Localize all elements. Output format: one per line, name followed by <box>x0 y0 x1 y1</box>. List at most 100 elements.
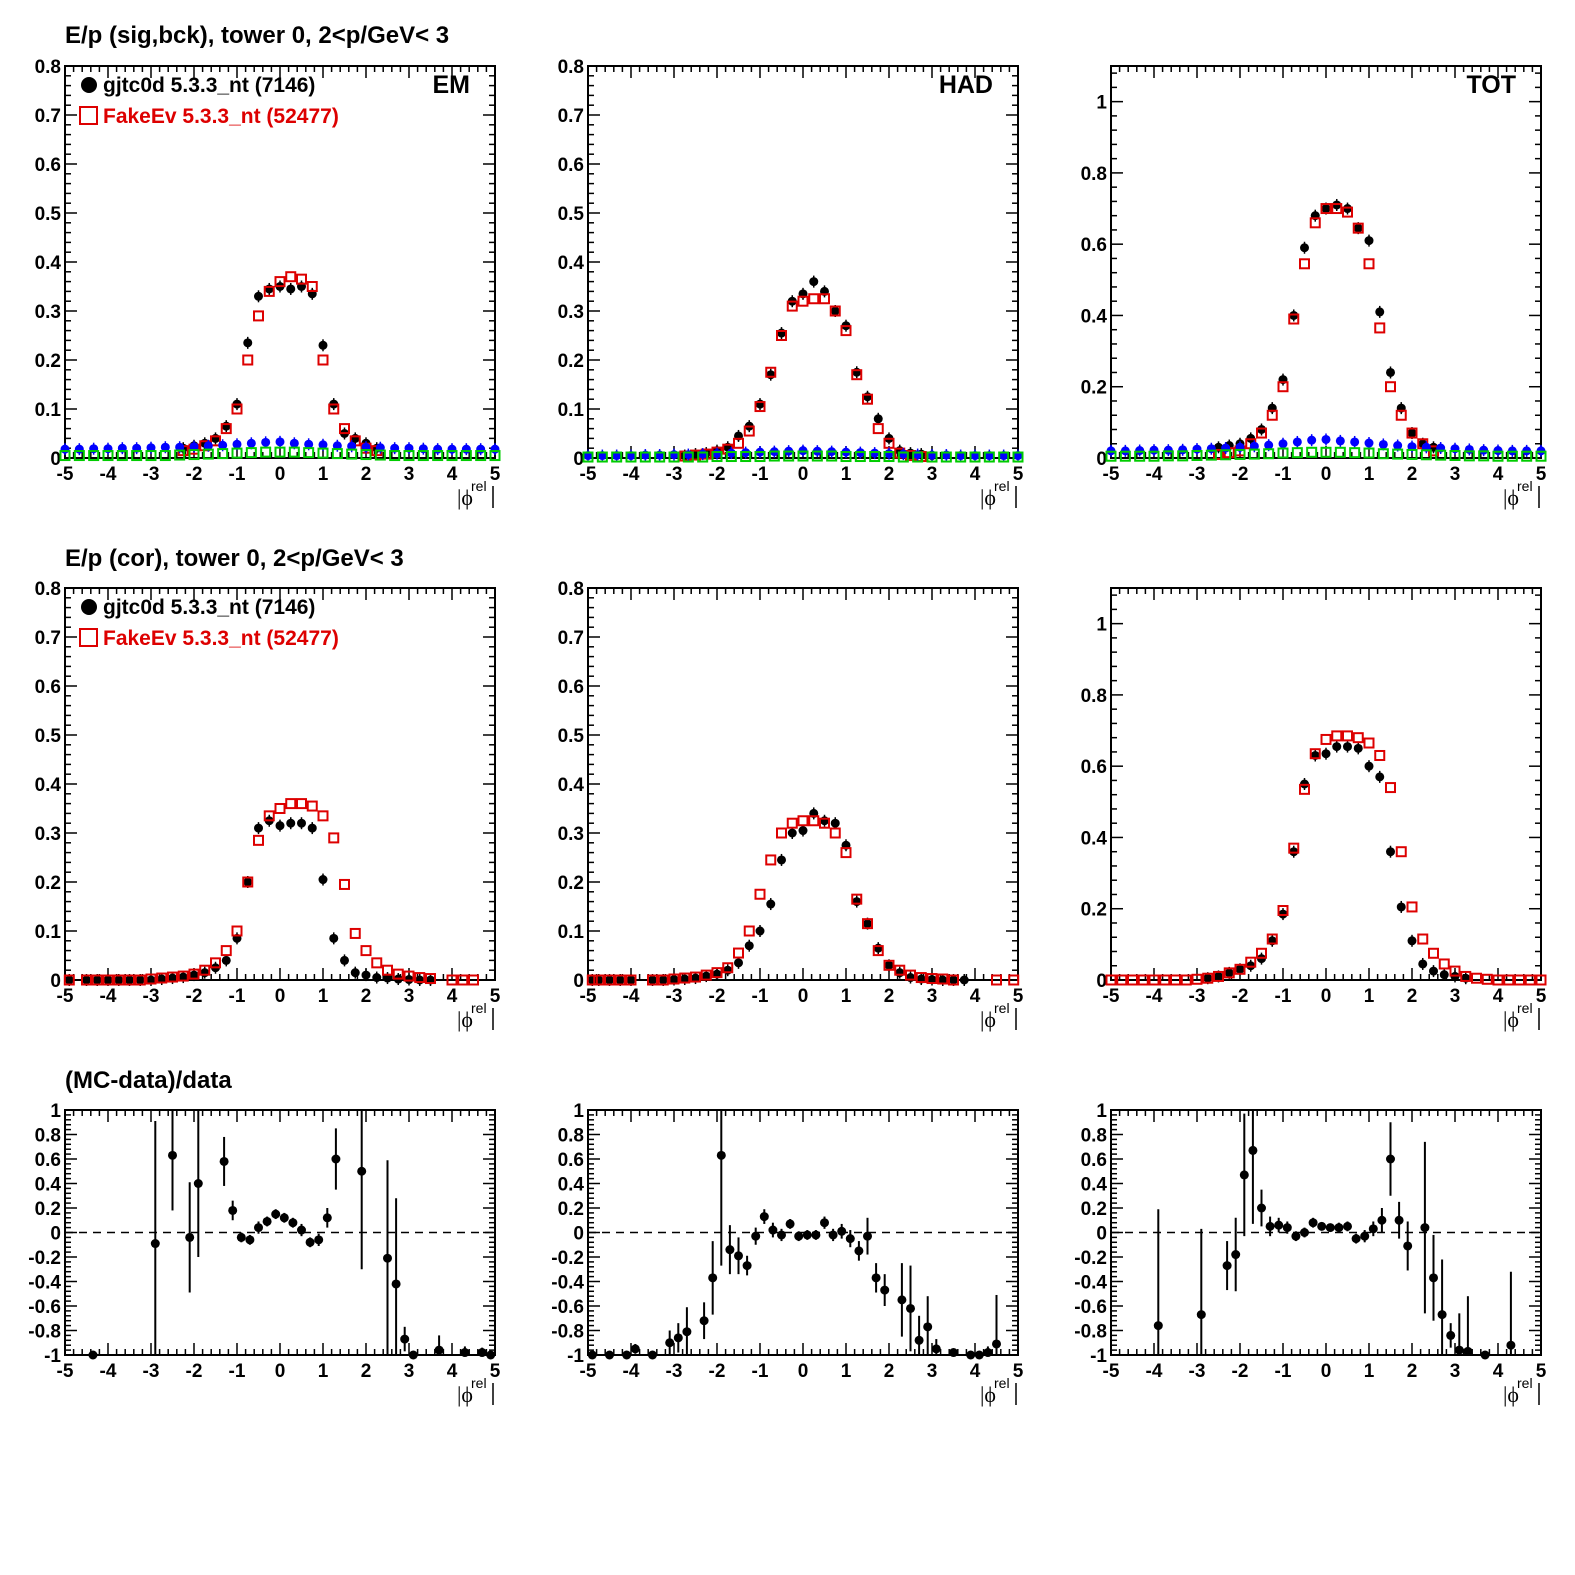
x-axis-label: |ϕ <box>980 1382 996 1407</box>
ratio-point <box>699 1316 709 1326</box>
legend-label-mc: FakeEv 5.3.3_nt (52477) <box>103 105 339 128</box>
x-tick-label: 0 <box>275 464 286 485</box>
data-point <box>64 975 74 985</box>
y-tick-label: 1 <box>1096 93 1107 114</box>
y-tick-label: 0 <box>50 1224 61 1245</box>
mc-point <box>915 972 927 984</box>
bck-data-point <box>1335 436 1345 446</box>
bck-mc-point <box>403 450 415 462</box>
bck-mc-point <box>1291 447 1303 459</box>
bck-mc-point <box>374 449 386 461</box>
data-point <box>680 974 690 984</box>
mc-point <box>586 974 598 986</box>
mc-point <box>63 974 75 986</box>
y-tick-label: 0.6 <box>558 1150 584 1171</box>
mc-point <box>819 817 830 829</box>
y-tick-label: 0.2 <box>1081 378 1107 399</box>
mc-point <box>808 815 820 827</box>
ratio-point <box>1239 1170 1249 1180</box>
mc-point <box>1428 947 1439 959</box>
x-tick-label: 3 <box>404 1361 415 1382</box>
bck-data-point <box>898 449 908 459</box>
mc-point <box>306 800 318 812</box>
x-tick-label: -2 <box>709 986 726 1007</box>
mc-point <box>690 971 701 983</box>
mc-point <box>1524 974 1536 986</box>
bck-data-point <box>1192 444 1202 454</box>
data-point <box>1224 968 1234 978</box>
x-tick-label: -3 <box>1189 1361 1206 1382</box>
ratio-point <box>193 1179 203 1188</box>
mc-point <box>1299 783 1310 795</box>
x-tick-label: -3 <box>666 1361 683 1382</box>
mc-point <box>274 276 286 288</box>
bck-mc-point <box>260 446 272 458</box>
x-tick-label: -1 <box>1275 986 1292 1007</box>
mc-point <box>593 974 605 986</box>
legend-label-data: gjtc0d 5.3.3_nt (7146) <box>103 74 315 97</box>
y-tick-label: 0.7 <box>558 628 584 649</box>
y-tick-label: 0 <box>573 1224 584 1245</box>
ratio-point <box>297 1225 306 1235</box>
y-tick-label: 0.5 <box>35 204 62 225</box>
x-tick-label: 3 <box>1450 1361 1461 1382</box>
y-tick-label: 0.3 <box>558 302 584 323</box>
ratio-point <box>897 1295 907 1305</box>
ratio-point <box>828 1230 838 1240</box>
y-tick-label: 0.4 <box>35 253 62 274</box>
ratio-point <box>434 1345 444 1355</box>
data-point <box>895 968 905 978</box>
y-tick-label: 0.2 <box>558 351 584 372</box>
mc-point <box>905 969 916 981</box>
y-tick-label: 0.2 <box>1081 1199 1107 1220</box>
legend-marker-mc <box>79 106 98 125</box>
bck-data-point <box>175 442 185 452</box>
mc-point <box>231 403 243 415</box>
mc-point <box>328 832 340 844</box>
mc-point <box>425 973 436 985</box>
ratio-point <box>820 1218 829 1228</box>
data-point <box>383 973 392 983</box>
bck-data-point <box>726 448 736 458</box>
bck-data-point <box>698 449 708 459</box>
mc-point <box>829 827 841 839</box>
bck-mc-point <box>116 450 128 462</box>
ratio-point <box>88 1350 98 1360</box>
y-tick-label: -0.4 <box>1074 1273 1107 1294</box>
bck-mc-point <box>768 450 780 462</box>
bck-mc-point <box>1349 447 1361 459</box>
x-tick-label: 0 <box>798 1361 809 1382</box>
bck-mc-point <box>102 450 114 462</box>
bck-data-point <box>1393 441 1403 451</box>
data-point <box>168 973 177 983</box>
x-tick-label: -5 <box>580 1361 597 1382</box>
bck-mc-point <box>625 451 637 463</box>
x-tick-label: 0 <box>275 1361 286 1382</box>
data-point <box>221 421 231 431</box>
data-point <box>1364 236 1374 246</box>
plot-frame <box>1110 65 1542 459</box>
chart-panel-em-row-2: -5 -4 -3 -2 -1 0 1 2 3 4 5 0 0.1 0.2 0.3 0.4 0.5 0.6 0.7 0.… <box>35 579 501 1032</box>
bck-data-point <box>433 444 443 454</box>
bck-mc-point <box>1377 448 1389 460</box>
bck-mc-point <box>998 451 1010 463</box>
y-tick-label: 0 <box>1096 449 1107 470</box>
y-tick-label: 0.2 <box>35 1199 61 1220</box>
mc-point <box>274 803 286 814</box>
data-point <box>415 975 425 985</box>
panels: -5 -4 -3 -2 -1 0 1 2 3 4 5 0 0.1 0.2 0.3 0.4 0.5 0.6 0.7 0.… <box>28 57 1546 1407</box>
x-axis-label: |ϕ <box>980 485 996 510</box>
data-point <box>92 975 102 985</box>
data-point <box>135 975 145 985</box>
mc-point <box>1374 322 1386 334</box>
mc-point <box>1514 974 1525 986</box>
bck-mc-point <box>446 450 458 462</box>
ratio-point <box>150 1239 160 1249</box>
ratio-point <box>1437 1310 1447 1320</box>
ratio-point <box>966 1350 976 1360</box>
bck-mc-point <box>1492 450 1504 462</box>
chart-panel-tot-row-3: -5 -4 -3 -2 -1 0 1 2 3 4 5 -1 -0.8 -0.6 -0.4 -0.2 0 0.2 0.… <box>1074 1101 1546 1407</box>
ratio-point <box>314 1235 324 1245</box>
y-tick-label: 0.4 <box>558 1175 585 1196</box>
mc-point <box>1266 933 1278 945</box>
